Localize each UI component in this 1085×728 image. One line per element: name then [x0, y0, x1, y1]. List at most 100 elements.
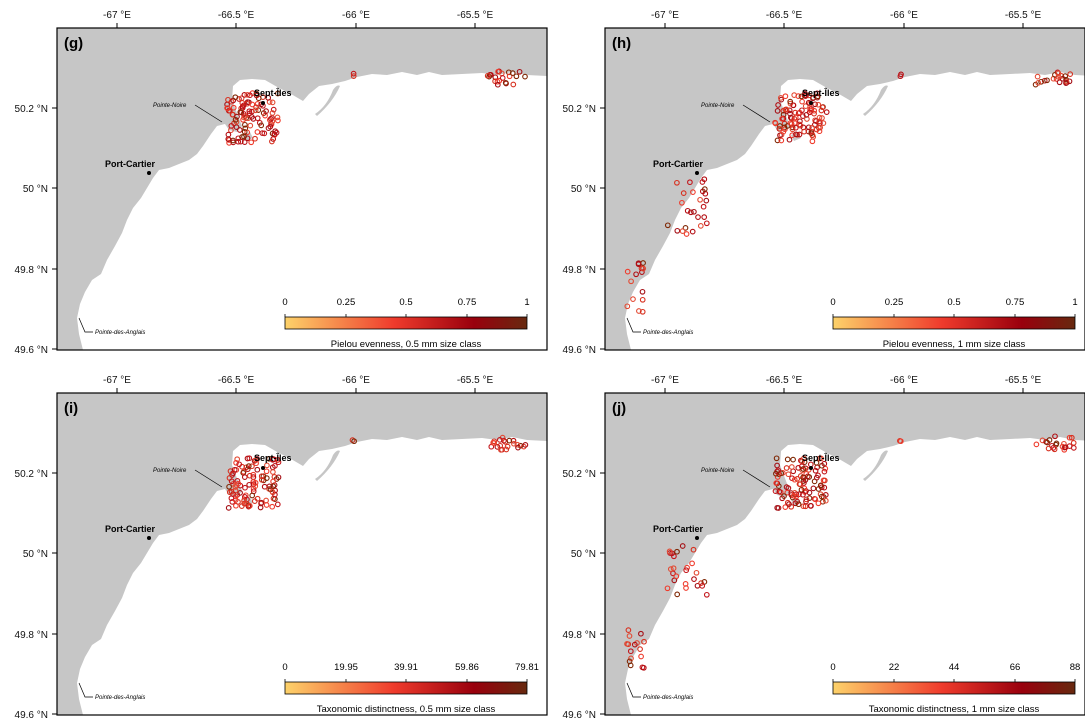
- station-marker: [809, 124, 815, 131]
- station-marker: [226, 489, 233, 496]
- station-marker: [259, 130, 266, 136]
- station-marker: [638, 630, 644, 637]
- station-marker: [801, 128, 807, 135]
- station-marker: [235, 480, 242, 487]
- station-marker: [225, 505, 232, 511]
- station-marker: [822, 492, 829, 498]
- station-marker: [798, 93, 805, 100]
- station-marker: [794, 476, 801, 482]
- station-marker: [819, 115, 825, 121]
- colorbar-tick-label: 0.5: [399, 297, 412, 308]
- station-marker: [269, 138, 275, 145]
- station-marker: [792, 124, 799, 131]
- station-marker: [664, 222, 671, 229]
- station-marker: [687, 179, 693, 186]
- station-marker: [513, 73, 520, 80]
- colorbar-tick-labels: 0 0.25 0.5 0.75 1: [282, 297, 529, 308]
- place-labels: Sept-Îles Port-Cartier Pointe-Noire Poin…: [78, 87, 292, 336]
- lon-tick-label: -66 °E: [342, 10, 370, 21]
- colorbar: 0 0.25 0.5 0.75 1 Pielou evenness, 1 mm …: [830, 297, 1077, 350]
- leader-line: [78, 317, 93, 333]
- map-area: [605, 28, 1085, 350]
- station-marker: [775, 102, 781, 108]
- station-marker: [897, 73, 904, 80]
- station-marker: [674, 591, 681, 598]
- station-marker: [252, 135, 258, 142]
- station-marker: [674, 179, 680, 186]
- station-marker: [784, 456, 791, 463]
- city-label-port-cartier: Port-Cartier: [105, 524, 156, 534]
- station-marker: [693, 569, 700, 576]
- station-marker: [799, 107, 805, 114]
- station-marker: [639, 296, 646, 303]
- lon-tick-label: -67 °E: [103, 10, 131, 21]
- colorbar-tick-label: 19.95: [334, 662, 358, 673]
- station-marker: [254, 101, 261, 107]
- station-marker: [691, 576, 697, 582]
- spit-island: [863, 450, 888, 481]
- station-marker: [252, 107, 259, 114]
- lat-tick-label: 50 °N: [571, 549, 596, 560]
- place-label-pointe-des-anglais: Pointe-des-Anglais: [643, 330, 693, 336]
- station-marker: [796, 131, 803, 138]
- station-marker: [790, 493, 797, 499]
- station-marker: [788, 121, 795, 127]
- colorbar-tick-label: 39.91: [394, 662, 418, 673]
- station-marker: [666, 548, 673, 555]
- station-marker: [241, 139, 248, 145]
- station-marker: [799, 98, 805, 105]
- station-marker: [506, 73, 513, 80]
- station-marker: [776, 488, 783, 495]
- colorbar-tick-label: 1: [524, 297, 529, 308]
- station-marker: [242, 484, 248, 491]
- colorbar-tick-label: 88: [1070, 662, 1081, 673]
- station-marker: [689, 560, 695, 567]
- station-marker: [1066, 434, 1073, 441]
- station-marker: [800, 113, 806, 119]
- colorbar-tick-label: 79.81: [515, 662, 539, 673]
- station-marker: [800, 503, 807, 510]
- lat-tick-label: 49.6 °N: [15, 710, 48, 721]
- station-marker: [786, 136, 793, 143]
- station-marker: [697, 223, 704, 229]
- station-marker: [251, 498, 258, 504]
- panel-j: -67 °E -66.5 °E -66 °E -65.5 °E 50.2 °N …: [563, 375, 1085, 721]
- station-marker: [241, 474, 248, 480]
- station-marker: [246, 108, 253, 115]
- panel-h: -67 °E -66.5 °E -66 °E -65.5 °E 50.2 °N …: [563, 10, 1085, 356]
- station-marker: [674, 227, 681, 234]
- lat-tick-label: 50 °N: [23, 184, 48, 195]
- colorbar-title: Pielou evenness, 1 mm size class: [883, 339, 1026, 350]
- lat-tick-label: 49.6 °N: [563, 710, 596, 721]
- station-marker: [679, 199, 685, 206]
- station-marker: [813, 459, 820, 466]
- station-marker: [793, 493, 800, 500]
- station-marker: [684, 564, 690, 571]
- station-marker: [249, 492, 256, 499]
- station-marker: [1062, 444, 1069, 451]
- panel-i: -67 °E -66.5 °E -66 °E -65.5 °E 50.2 °N …: [15, 375, 548, 721]
- station-marker: [691, 208, 697, 215]
- city-marker-sept-iles: [261, 101, 265, 105]
- station-marker: [239, 103, 246, 110]
- colorbar-tick-label: 0: [830, 662, 835, 673]
- station-marker: [249, 463, 255, 470]
- station-marker: [815, 101, 822, 108]
- longitude-ticks: -67 °E -66.5 °E -66 °E -65.5 °E: [651, 375, 1041, 393]
- station-marker: [806, 109, 813, 116]
- map-area: [605, 393, 1085, 715]
- station-marker: [818, 107, 825, 114]
- latitude-ticks: 50.2 °N 50 °N 49.8 °N 49.6 °N: [563, 104, 605, 356]
- station-marker: [801, 455, 807, 462]
- lon-tick-label: -65.5 °E: [457, 10, 494, 21]
- colorbar-tick-labels: 0 0.25 0.5 0.75 1: [830, 297, 1077, 308]
- station-marker: [246, 110, 253, 117]
- colorbar-tick-label: 0.75: [1006, 297, 1025, 308]
- station-marker: [625, 627, 632, 633]
- lon-tick-label: -67 °E: [651, 375, 679, 386]
- station-marker: [782, 93, 789, 100]
- station-marker: [775, 505, 782, 511]
- station-marker: [515, 444, 521, 451]
- station-marker: [1055, 70, 1062, 77]
